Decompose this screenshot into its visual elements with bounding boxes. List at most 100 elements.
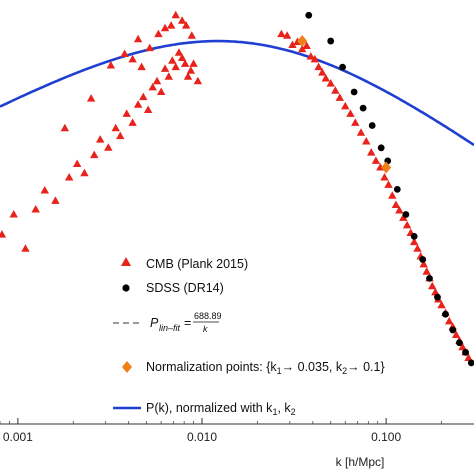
cmb-point [139, 92, 148, 101]
legend-pk-sub1: 1 [272, 407, 277, 417]
x-tick-label: 0.010 [187, 430, 217, 444]
cmb-point [0, 230, 7, 238]
cmb-point [187, 31, 196, 39]
cmb-point [341, 101, 350, 110]
cmb-point [154, 29, 163, 38]
cmb-point [168, 56, 177, 64]
cmb-point [399, 213, 408, 221]
cmb-point [152, 76, 162, 85]
legend-sdss-label: SDSS (DR14) [146, 281, 224, 295]
x-axis-title: k [h/Mpc] [336, 455, 385, 469]
legend-pk-text-a: P(k), normalized with k [146, 401, 273, 415]
cmb-point [80, 168, 89, 177]
cmb-point [388, 191, 397, 199]
cmb-point [181, 21, 191, 29]
cmb-point [95, 135, 105, 143]
cmb-point [120, 49, 129, 57]
legend-norm-sub2: 2 [342, 366, 347, 376]
cmb-point [288, 40, 297, 48]
cmb-point [395, 205, 404, 214]
x-tick-label: 0.100 [371, 430, 401, 444]
cmb-point [104, 143, 113, 151]
cmb-point [458, 342, 467, 351]
legend-item-cmb: CMB (Plank 2015) [121, 257, 248, 271]
cmb-point [384, 180, 393, 188]
sdss-point [327, 37, 335, 45]
legend-fit-prefix: P [150, 316, 159, 330]
normalization-point [297, 35, 308, 48]
cmb-point [133, 34, 143, 43]
sdss-point [368, 122, 376, 129]
legend-cmb-marker [121, 257, 131, 266]
normalization-point [381, 161, 392, 174]
cmb-point [90, 150, 99, 159]
cmb-point [367, 148, 376, 156]
cmb-point [428, 281, 437, 290]
cmb-point [171, 62, 180, 71]
cmb-point [128, 118, 137, 126]
cmb-point [310, 54, 320, 63]
legend-norm-text-a: Normalization points: {k [146, 360, 277, 374]
cmb-point [437, 300, 446, 309]
cmb-point [21, 244, 30, 252]
legend-item-sdss: SDSS (DR14) [122, 281, 224, 295]
cmb-point [297, 44, 307, 53]
sdss-point [467, 359, 474, 367]
x-tick-label: 0.001 [3, 430, 33, 444]
cmb-point [137, 62, 146, 71]
cmb-point [122, 109, 131, 117]
sdss-point [434, 293, 441, 301]
cmb-point [72, 159, 82, 168]
legend-sdss-marker [122, 284, 130, 292]
cmb-point [331, 86, 340, 94]
sdss-point [449, 326, 457, 334]
sdss-point [305, 11, 313, 19]
cmb-point [111, 123, 120, 132]
legend-fit-numerator: 688.89 [194, 311, 222, 321]
cmb-point [143, 105, 153, 113]
sdss-point [350, 88, 358, 96]
sdss-point [410, 232, 418, 240]
cmb-point [335, 93, 344, 101]
cmb-point [180, 59, 190, 67]
cmb-point [422, 267, 431, 275]
cmb-point [166, 21, 176, 29]
cmb-point [356, 128, 366, 136]
legend-pk-sub2: 2 [291, 407, 296, 417]
legend-fit-subscript: lin–fit [159, 323, 181, 333]
cmb-point [306, 52, 316, 60]
cmb-point [164, 72, 173, 80]
sdss-point [456, 339, 463, 347]
sdss-point [339, 63, 346, 71]
cmb-point [128, 54, 137, 63]
cmb-point [318, 68, 327, 76]
x-axis: 0.001 0.010 0.100 k [h/Mpc] [0, 418, 474, 469]
legend-fit-denominator: k [203, 324, 208, 334]
cmb-point [64, 172, 74, 181]
legend-item-pk: P(k), normalized with k1, k2 [113, 401, 296, 417]
series-markers [0, 10, 474, 367]
cmb-point [189, 59, 198, 67]
cmb-point [31, 204, 40, 213]
series-lines [0, 39, 474, 147]
cmb-point [321, 73, 330, 82]
cmb-point [160, 23, 170, 32]
cmb-point [51, 196, 60, 204]
cmb-point [177, 16, 187, 24]
cmb-point [145, 43, 154, 52]
legend-pk-text-b: , k [277, 401, 291, 415]
cmb-point [186, 66, 196, 74]
cmb-point [413, 244, 422, 252]
cmb-point [156, 87, 166, 95]
cmb-point [326, 79, 335, 87]
cmb-point [133, 100, 143, 108]
cmb-point [314, 62, 323, 71]
cmb-point [302, 41, 311, 49]
cmb-point [277, 29, 286, 38]
legend-item-normalization: Normalization points: {k1→ 0.035, k2→ 0.… [122, 360, 385, 376]
legend-norm-text-c: → 0.1} [347, 360, 385, 374]
cmb-point [106, 60, 116, 69]
cmb-point [282, 31, 292, 39]
